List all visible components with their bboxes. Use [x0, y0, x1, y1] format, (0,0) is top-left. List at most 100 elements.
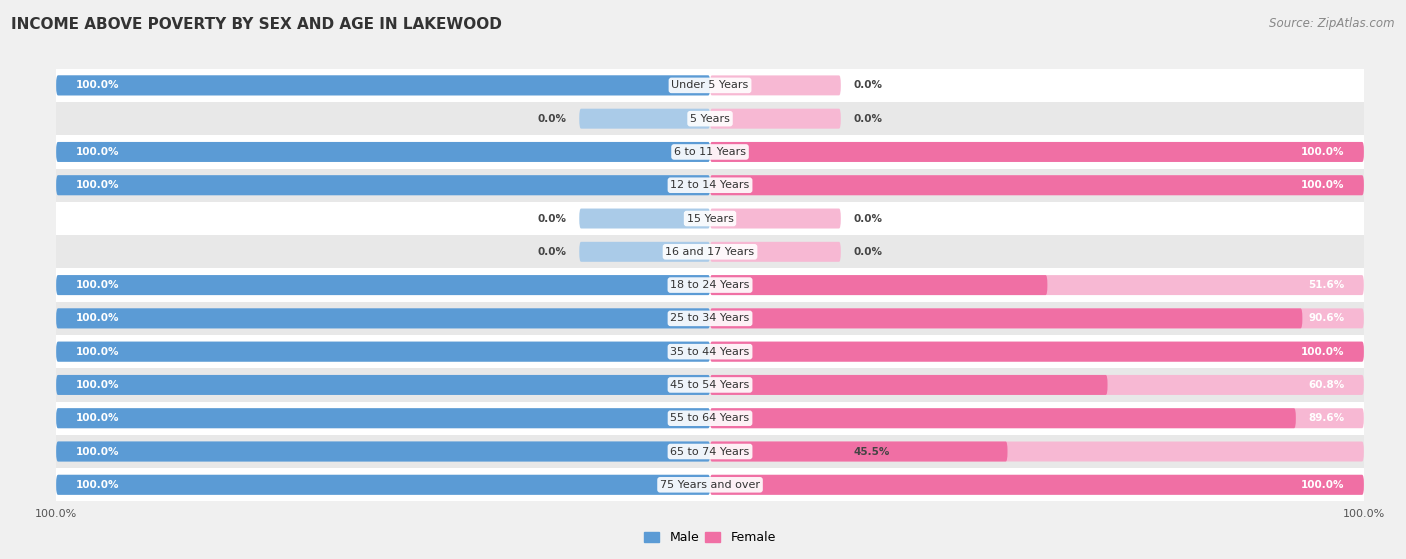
Text: 65 to 74 Years: 65 to 74 Years: [671, 447, 749, 457]
Bar: [56, 302, 1364, 335]
Text: 0.0%: 0.0%: [537, 214, 567, 224]
FancyBboxPatch shape: [710, 442, 1364, 462]
FancyBboxPatch shape: [56, 176, 710, 195]
FancyBboxPatch shape: [56, 275, 710, 295]
Text: 100.0%: 100.0%: [76, 180, 120, 190]
Text: 89.6%: 89.6%: [1308, 413, 1344, 423]
Legend: Male, Female: Male, Female: [640, 526, 780, 549]
Text: 100.0%: 100.0%: [76, 314, 120, 323]
Text: 18 to 24 Years: 18 to 24 Years: [671, 280, 749, 290]
Text: 45 to 54 Years: 45 to 54 Years: [671, 380, 749, 390]
Text: 0.0%: 0.0%: [537, 247, 567, 257]
FancyBboxPatch shape: [56, 176, 710, 195]
Bar: [56, 401, 1364, 435]
FancyBboxPatch shape: [710, 275, 1364, 295]
FancyBboxPatch shape: [710, 475, 1364, 495]
FancyBboxPatch shape: [56, 75, 710, 96]
Bar: [56, 135, 1364, 169]
Bar: [56, 169, 1364, 202]
Text: 100.0%: 100.0%: [1301, 180, 1344, 190]
FancyBboxPatch shape: [56, 442, 710, 462]
Text: 45.5%: 45.5%: [853, 447, 890, 457]
FancyBboxPatch shape: [710, 375, 1108, 395]
FancyBboxPatch shape: [710, 442, 1008, 462]
Text: 100.0%: 100.0%: [76, 347, 120, 357]
Bar: [56, 435, 1364, 468]
Text: 55 to 64 Years: 55 to 64 Years: [671, 413, 749, 423]
FancyBboxPatch shape: [710, 108, 841, 129]
Bar: [56, 235, 1364, 268]
Text: 100.0%: 100.0%: [76, 380, 120, 390]
Text: 100.0%: 100.0%: [76, 280, 120, 290]
Text: 0.0%: 0.0%: [853, 247, 883, 257]
Text: 16 and 17 Years: 16 and 17 Years: [665, 247, 755, 257]
Bar: [56, 468, 1364, 501]
FancyBboxPatch shape: [56, 475, 710, 495]
FancyBboxPatch shape: [56, 275, 710, 295]
Text: 0.0%: 0.0%: [537, 113, 567, 124]
FancyBboxPatch shape: [56, 142, 710, 162]
Text: 0.0%: 0.0%: [853, 113, 883, 124]
FancyBboxPatch shape: [710, 75, 841, 96]
Text: INCOME ABOVE POVERTY BY SEX AND AGE IN LAKEWOOD: INCOME ABOVE POVERTY BY SEX AND AGE IN L…: [11, 17, 502, 32]
Text: 6 to 11 Years: 6 to 11 Years: [673, 147, 747, 157]
FancyBboxPatch shape: [710, 242, 841, 262]
FancyBboxPatch shape: [56, 475, 710, 495]
FancyBboxPatch shape: [579, 209, 710, 229]
Text: 0.0%: 0.0%: [853, 80, 883, 91]
FancyBboxPatch shape: [710, 176, 1364, 195]
FancyBboxPatch shape: [56, 75, 710, 96]
Text: Source: ZipAtlas.com: Source: ZipAtlas.com: [1270, 17, 1395, 30]
Text: 60.8%: 60.8%: [1308, 380, 1344, 390]
Text: 90.6%: 90.6%: [1308, 314, 1344, 323]
Text: 100.0%: 100.0%: [1301, 347, 1344, 357]
FancyBboxPatch shape: [710, 475, 1364, 495]
FancyBboxPatch shape: [56, 142, 710, 162]
FancyBboxPatch shape: [710, 309, 1364, 328]
FancyBboxPatch shape: [710, 342, 1364, 362]
FancyBboxPatch shape: [56, 408, 710, 428]
FancyBboxPatch shape: [579, 242, 710, 262]
Bar: [56, 202, 1364, 235]
Text: 15 Years: 15 Years: [686, 214, 734, 224]
FancyBboxPatch shape: [56, 342, 710, 362]
FancyBboxPatch shape: [56, 309, 710, 328]
FancyBboxPatch shape: [710, 375, 1364, 395]
FancyBboxPatch shape: [56, 408, 710, 428]
Text: 100.0%: 100.0%: [76, 413, 120, 423]
Bar: [56, 69, 1364, 102]
Text: 100.0%: 100.0%: [1301, 147, 1344, 157]
Text: 100.0%: 100.0%: [76, 147, 120, 157]
Text: 100.0%: 100.0%: [76, 80, 120, 91]
Text: 100.0%: 100.0%: [76, 447, 120, 457]
Text: 100.0%: 100.0%: [1301, 480, 1344, 490]
Text: 0.0%: 0.0%: [853, 214, 883, 224]
FancyBboxPatch shape: [710, 142, 1364, 162]
Text: 75 Years and over: 75 Years and over: [659, 480, 761, 490]
Text: Under 5 Years: Under 5 Years: [672, 80, 748, 91]
Bar: [56, 368, 1364, 401]
Text: 51.6%: 51.6%: [1308, 280, 1344, 290]
FancyBboxPatch shape: [710, 309, 1302, 328]
Text: 100.0%: 100.0%: [76, 480, 120, 490]
FancyBboxPatch shape: [710, 408, 1364, 428]
FancyBboxPatch shape: [56, 342, 710, 362]
FancyBboxPatch shape: [56, 375, 710, 395]
FancyBboxPatch shape: [710, 275, 1047, 295]
FancyBboxPatch shape: [710, 209, 841, 229]
Text: 12 to 14 Years: 12 to 14 Years: [671, 180, 749, 190]
Bar: [56, 268, 1364, 302]
FancyBboxPatch shape: [579, 108, 710, 129]
FancyBboxPatch shape: [710, 342, 1364, 362]
FancyBboxPatch shape: [56, 375, 710, 395]
Bar: [56, 335, 1364, 368]
FancyBboxPatch shape: [710, 142, 1364, 162]
FancyBboxPatch shape: [710, 408, 1296, 428]
Text: 25 to 34 Years: 25 to 34 Years: [671, 314, 749, 323]
Text: 5 Years: 5 Years: [690, 113, 730, 124]
FancyBboxPatch shape: [56, 309, 710, 328]
Bar: [56, 102, 1364, 135]
FancyBboxPatch shape: [56, 442, 710, 462]
Text: 35 to 44 Years: 35 to 44 Years: [671, 347, 749, 357]
FancyBboxPatch shape: [710, 176, 1364, 195]
